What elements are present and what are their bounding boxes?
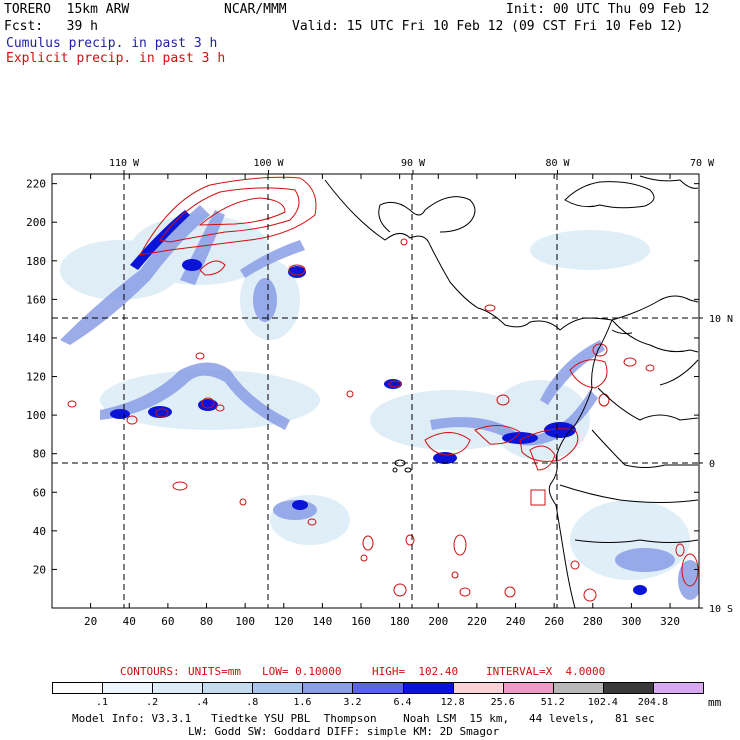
- colorbar-swatch: [202, 682, 254, 694]
- init-time: Init: 00 UTC Thu 09 Feb 12: [506, 2, 710, 17]
- x-tick-label: 280: [583, 615, 603, 628]
- colorbar-level-label: 51.2: [540, 697, 565, 708]
- contours-high: HIGH= 102.40: [372, 665, 459, 678]
- longitude-label: 100 W: [253, 158, 284, 169]
- colorbar-level-label: 3.2: [343, 697, 362, 708]
- colorbar-swatch: [152, 682, 204, 694]
- colorbar-level-label: 6.4: [393, 697, 412, 708]
- x-tick-label: 320: [660, 615, 680, 628]
- colorbar-level-label: .8: [246, 697, 259, 708]
- colorbar-swatch: [502, 682, 554, 694]
- y-tick-label: 20: [33, 563, 46, 576]
- colorbar-swatch: [552, 682, 604, 694]
- colorbar-level-label: .4: [196, 697, 209, 708]
- colorbar-level-label: .1: [96, 697, 109, 708]
- y-tick-label: 80: [33, 448, 46, 461]
- y-tick-label: 120: [26, 371, 46, 384]
- x-tick-label: 160: [351, 615, 371, 628]
- x-tick-label: 200: [428, 615, 448, 628]
- y-tick-label: 140: [26, 332, 46, 345]
- contours-label: CONTOURS:: [120, 665, 180, 678]
- colorbar-level-label: 25.6: [490, 697, 515, 708]
- longitude-label: 70 W: [690, 158, 715, 169]
- colorbar-level-label: 1.6: [293, 697, 312, 708]
- colorbar-swatch: [352, 682, 404, 694]
- colorbar-unit: mm: [708, 696, 722, 709]
- y-tick-label: 180: [26, 255, 46, 268]
- latitude-label: 0: [709, 459, 715, 470]
- graticule: [52, 174, 699, 608]
- map-frame: [51, 173, 700, 609]
- latitude-ticks: 10 N 0 10 S: [699, 314, 733, 615]
- colorbar-swatch: [102, 682, 154, 694]
- colorbar-swatch: [452, 682, 504, 694]
- x-tick-label: 80: [200, 615, 213, 628]
- x-tick-label: 100: [235, 615, 255, 628]
- contours-interval: INTERVAL=X 4.0000: [486, 665, 606, 678]
- contours-low: LOW= 0.10000: [262, 665, 342, 678]
- y-tick-label: 100: [26, 409, 46, 422]
- latitude-label: 10 N: [709, 314, 733, 325]
- colorbar-swatch: [302, 682, 354, 694]
- x-tick-label: 120: [274, 615, 294, 628]
- colorbar-swatch: [602, 682, 654, 694]
- model-title: TORERO 15km ARW: [4, 2, 130, 17]
- y-tick-label: 160: [26, 293, 46, 306]
- x-tick-label: 40: [123, 615, 136, 628]
- longitude-ticks: 110 W 100 W 90 W 80 W 70 W: [109, 158, 715, 174]
- colorbar-level-label: .2: [146, 697, 159, 708]
- model-info-line2: LW: Godd SW: Goddard DIFF: simple KM: 2D…: [188, 725, 500, 738]
- explicit-field-label: Explicit precip. in past 3 h: [6, 51, 226, 66]
- cumulus-field-label: Cumulus precip. in past 3 h: [6, 36, 218, 51]
- colorbar-swatch: [652, 682, 704, 694]
- colorbar-swatch: [402, 682, 454, 694]
- colorbar-level-label: 12.8: [440, 697, 465, 708]
- x-tick-label: 260: [544, 615, 564, 628]
- explicit-precip-contours: [67, 176, 699, 602]
- org-label: NCAR/MMM: [224, 2, 287, 17]
- x-tick-label: 180: [390, 615, 410, 628]
- y-tick-label: 220: [26, 178, 46, 191]
- longitude-label: 80 W: [545, 158, 570, 169]
- colorbar-level-label: 102.4: [587, 697, 618, 708]
- coastlines: [324, 175, 699, 608]
- x-tick-label: 220: [467, 615, 487, 628]
- latitude-label: 10 S: [709, 604, 733, 615]
- longitude-label: 110 W: [109, 158, 140, 169]
- valid-time: Valid: 15 UTC Fri 10 Feb 12 (09 CST Fri …: [292, 19, 684, 34]
- x-axis-ticks: 20 40 60 80 100 120 140 160 180 200 220 240 260 280 30…: [84, 174, 680, 628]
- colorbar-level-label: 204.8: [637, 697, 668, 708]
- contours-units: UNITS=mm: [188, 665, 241, 678]
- y-tick-label: 60: [33, 486, 46, 499]
- y-axis-ticks: 220 200 180 160 140 120 100 80 60 40 20: [26, 178, 699, 576]
- y-tick-label: 40: [33, 525, 46, 538]
- x-tick-label: 20: [84, 615, 97, 628]
- model-info-line1: Model Info: V3.3.1 Tiedtke YSU PBL Thomp…: [72, 712, 655, 725]
- x-tick-label: 140: [312, 615, 332, 628]
- y-tick-label: 200: [26, 216, 46, 229]
- forecast-hour: Fcst: 39 h: [4, 19, 98, 34]
- longitude-label: 90 W: [401, 158, 426, 169]
- x-tick-label: 300: [621, 615, 641, 628]
- colorbar-swatch: [252, 682, 304, 694]
- x-tick-label: 240: [506, 615, 526, 628]
- x-tick-label: 60: [161, 615, 174, 628]
- colorbar-swatch: [52, 682, 104, 694]
